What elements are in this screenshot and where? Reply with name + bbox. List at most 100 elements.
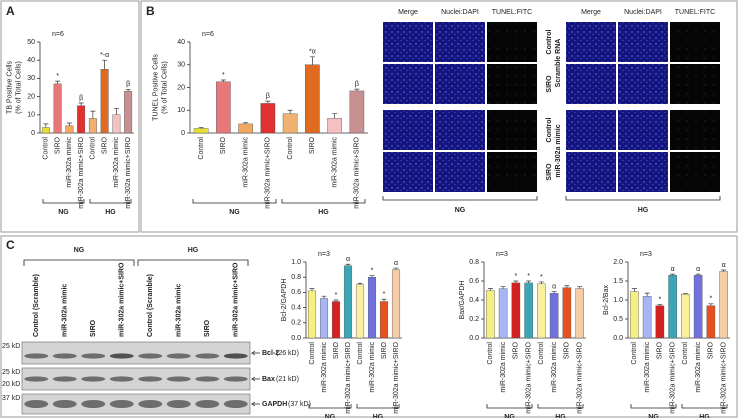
column-header: Nuclei:DAPI (441, 9, 479, 16)
x-tick-label: miR-302a mimic+SIRO (125, 136, 132, 208)
group-label: NG (325, 414, 336, 418)
group-label: HG (318, 209, 329, 216)
x-tick-label: SIRO (220, 136, 227, 154)
group-bracket (681, 404, 728, 409)
annotation: * (56, 73, 59, 80)
y-tick-label: 0.5 (613, 316, 623, 323)
bar (260, 103, 276, 134)
bar (327, 118, 342, 134)
group-label: NG (74, 247, 85, 254)
blot-band (24, 400, 49, 408)
bar (305, 64, 320, 134)
y-axis-label: Bax/GAPDH (459, 281, 466, 320)
group-bracket (565, 196, 721, 201)
micrograph (670, 152, 720, 192)
x-tick-label: miR-302a mimic (644, 342, 651, 393)
x-tick-label: SIRO (564, 341, 571, 359)
group-bracket (42, 199, 85, 204)
blot-band (195, 376, 220, 382)
panel-frame (0, 0, 140, 233)
micrograph (566, 64, 616, 104)
annotation: * (659, 296, 662, 303)
y-tick-label: 0.2 (469, 316, 479, 323)
blot-band (81, 376, 106, 382)
group-label: NG (504, 414, 515, 418)
blot-band (166, 400, 191, 408)
x-tick-label: SIRO (309, 136, 316, 154)
note: n=6 (202, 31, 214, 38)
y-axis-label: TB Positive Cells (6, 61, 13, 114)
error-bar (345, 263, 351, 266)
error-bar (78, 102, 84, 106)
error-bar (644, 292, 650, 297)
x-tick-label: Control (538, 342, 545, 365)
annotation: * (335, 292, 338, 299)
group-label: NG (229, 209, 240, 216)
bar (498, 288, 508, 339)
error-bar (309, 288, 315, 291)
bar (124, 90, 133, 134)
bar (349, 90, 365, 134)
note: n=3 (496, 251, 508, 258)
bar (112, 114, 121, 134)
blot-band (24, 353, 49, 359)
x-tick-label: Control (487, 342, 494, 365)
y-tick-label: 10 (27, 112, 35, 119)
column-header: Merge (398, 9, 418, 16)
bar (216, 81, 231, 134)
annotation: β (355, 81, 359, 88)
annotation: * (222, 72, 225, 79)
x-tick-label: miR-302a mimic (66, 137, 73, 188)
row-label: Control (546, 118, 553, 143)
y-tick-label: 10 (177, 107, 185, 114)
group-label: HG (699, 414, 710, 418)
bar (238, 123, 253, 134)
error-bar (708, 303, 714, 306)
error-bar (670, 273, 676, 276)
blot-band (138, 400, 163, 408)
blot-band (223, 400, 248, 408)
annotation: * (371, 268, 374, 275)
y-tick-label: 50 (27, 39, 35, 46)
row-label: SIRO (546, 75, 553, 93)
error-bar (500, 286, 506, 289)
bar (524, 282, 533, 339)
x-tick-label: miR-302a mimic (321, 342, 328, 393)
marker-label: 20 kD (2, 381, 20, 388)
blot-band (223, 353, 248, 359)
annotation: * (515, 273, 518, 280)
micrograph (435, 110, 485, 150)
y-axis-label: Bcl-2/Bax (603, 285, 610, 315)
lane-label: miR-302a mimic (176, 284, 183, 337)
x-tick-label: miR-302a mimic (551, 342, 558, 393)
lane-label: SIRO (90, 319, 97, 337)
y-axis-label: Bcl-2/GAPDH (281, 279, 288, 322)
error-bar (90, 110, 96, 119)
annotation: α (696, 266, 700, 273)
y-tick-label: 20 (177, 84, 185, 91)
blot-band (138, 376, 163, 382)
bar (681, 294, 690, 339)
micrograph (670, 22, 720, 62)
annotation: β (126, 81, 130, 88)
error-bar (102, 59, 108, 70)
column-header: TUNEL:FITC (675, 9, 715, 16)
treatment-label: miR-302a mimic (555, 124, 562, 177)
row-label: SIRO (546, 163, 553, 181)
lane-label: miR-302a mimic (62, 284, 69, 337)
bar (367, 277, 377, 339)
error-bar (309, 56, 315, 65)
y-tick-label: 0.0 (613, 335, 623, 342)
x-tick-label: Control (631, 342, 638, 365)
x-tick-label: miR-302a mimic+SIRO (265, 136, 272, 208)
error-bar (513, 280, 519, 283)
error-bar (287, 109, 293, 114)
annotation: α (394, 260, 398, 267)
y-axis-label: TUNEL Positive Cells (152, 54, 159, 121)
x-tick-label: miR-302a mimic (695, 342, 702, 393)
column-header: Nuclei:DAPI (624, 9, 662, 16)
bar (53, 83, 62, 134)
micrograph (487, 152, 537, 192)
y-tick-label: 40 (177, 39, 185, 46)
